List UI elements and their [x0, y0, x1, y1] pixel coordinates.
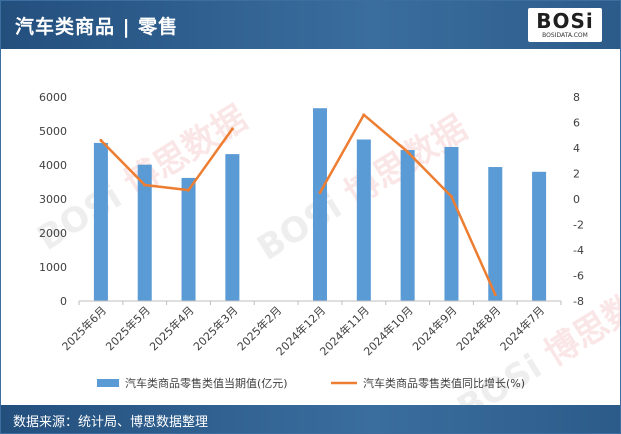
footer-bar: 数据来源：统计局、博思数据整理: [1, 405, 620, 433]
bosi-logo: BOSi BOSIDATA.COM: [528, 8, 602, 42]
growth-point: [406, 150, 410, 154]
logo-mark: BOSi: [536, 9, 594, 33]
legend-swatch-bar: [97, 379, 119, 387]
growth-point: [362, 113, 366, 117]
bar: [444, 146, 459, 301]
growth-line-series: [100, 128, 234, 192]
left-axis-tick-label: 2000: [39, 227, 67, 240]
right-axis-tick-label: 8: [573, 91, 580, 104]
x-axis-tick-label: 2024年9月: [409, 303, 459, 353]
page-title: 汽车类商品 | 零售: [15, 16, 179, 38]
left-axis-tick-label: 4000: [39, 159, 67, 172]
bar: [400, 150, 415, 301]
right-axis-tick-label: -6: [573, 270, 584, 283]
right-axis-tick-label: 6: [573, 117, 580, 130]
x-axis-tick-label: 2024年8月: [453, 303, 503, 353]
legend-label-line: 汽车类商品零售类值同比增长(%): [363, 376, 525, 390]
growth-point: [493, 293, 497, 297]
x-axis-tick-label: 2025年4月: [146, 303, 196, 353]
left-axis-tick-label: 5000: [39, 125, 67, 138]
bar: [225, 154, 240, 301]
header-bar: 汽车类商品 | 零售 BOSi BOSIDATA.COM: [1, 1, 620, 49]
growth-point: [143, 183, 147, 187]
bar: [532, 171, 547, 301]
right-axis-tick-label: 2: [573, 168, 580, 181]
growth-point: [449, 194, 453, 198]
left-axis-tick-label: 6000: [39, 91, 67, 104]
bar: [181, 177, 196, 301]
x-axis-tick-label: 2025年6月: [59, 303, 109, 353]
growth-point: [230, 127, 234, 131]
growth-point: [187, 188, 191, 192]
growth-point: [318, 191, 322, 195]
left-axis-tick-label: 1000: [39, 261, 67, 274]
combo-chart: 0 1000 2000 3000 4000 5000 6000 -8 -6 -4 -2 0 2 4 6 8 20…: [39, 91, 584, 390]
right-axis-tick-label: 0: [573, 193, 580, 206]
right-axis-tick-label: -8: [573, 295, 584, 308]
left-axis-tick-label: 0: [60, 295, 67, 308]
right-axis-tick-label: -2: [573, 219, 584, 232]
x-axis-tick-label: 2024年7月: [497, 303, 547, 353]
left-axis-tick-label: 3000: [39, 193, 67, 206]
x-axis-tick-label: 2025年5月: [103, 303, 153, 353]
logo-subtitle: BOSIDATA.COM: [542, 32, 588, 39]
bar: [312, 108, 328, 301]
right-axis-tick-label: -4: [573, 244, 584, 257]
legend-label-bar: 汽车类商品零售类值当期值(亿元): [125, 376, 288, 390]
growth-point: [99, 138, 103, 142]
x-axis-tick-label: 2025年3月: [190, 303, 240, 353]
right-axis-tick-label: 4: [573, 142, 580, 155]
bar: [356, 139, 371, 301]
data-source: 数据来源：统计局、博思数据整理: [13, 415, 209, 430]
bar: [488, 167, 503, 301]
bar: [93, 142, 108, 301]
bar: [137, 164, 152, 301]
